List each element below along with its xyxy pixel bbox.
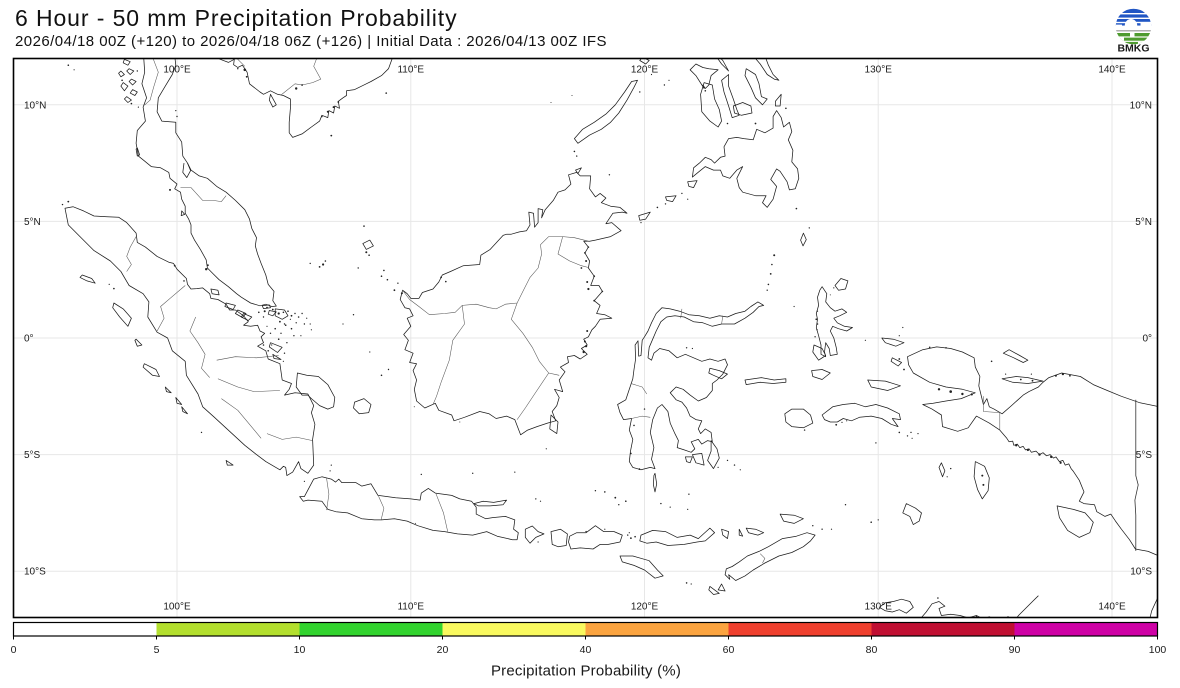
svg-text:120°E: 120°E <box>631 65 659 76</box>
svg-text:10°N: 10°N <box>1130 100 1152 111</box>
svg-text:120°E: 120°E <box>631 602 659 613</box>
svg-text:5: 5 <box>154 644 160 656</box>
svg-text:5°N: 5°N <box>1135 217 1152 228</box>
svg-text:100: 100 <box>1149 644 1167 656</box>
svg-text:90: 90 <box>1009 644 1021 656</box>
svg-text:BMKG: BMKG <box>1117 43 1149 55</box>
svg-text:100°E: 100°E <box>163 65 191 76</box>
svg-text:10°S: 10°S <box>1130 567 1152 578</box>
svg-text:Precipitation Probability (%): Precipitation Probability (%) <box>491 663 681 680</box>
svg-text:100°E: 100°E <box>163 602 191 613</box>
svg-text:0°: 0° <box>24 334 34 345</box>
svg-text:60: 60 <box>723 644 735 656</box>
svg-text:140°E: 140°E <box>1098 602 1126 613</box>
svg-text:5°S: 5°S <box>24 450 41 461</box>
svg-text:110°E: 110°E <box>397 602 424 613</box>
svg-text:110°E: 110°E <box>397 65 424 76</box>
svg-text:80: 80 <box>866 644 878 656</box>
svg-text:10°N: 10°N <box>24 100 46 111</box>
svg-text:5°N: 5°N <box>24 217 41 228</box>
svg-text:20: 20 <box>437 644 449 656</box>
svg-text:130°E: 130°E <box>865 602 893 613</box>
svg-text:130°E: 130°E <box>865 65 893 76</box>
svg-text:140°E: 140°E <box>1098 65 1126 76</box>
svg-text:10°S: 10°S <box>24 567 46 578</box>
svg-text:5°S: 5°S <box>1136 450 1153 461</box>
svg-text:40: 40 <box>580 644 592 656</box>
svg-text:10: 10 <box>294 644 306 656</box>
svg-text:0: 0 <box>11 644 17 656</box>
svg-text:0°: 0° <box>1142 334 1152 345</box>
